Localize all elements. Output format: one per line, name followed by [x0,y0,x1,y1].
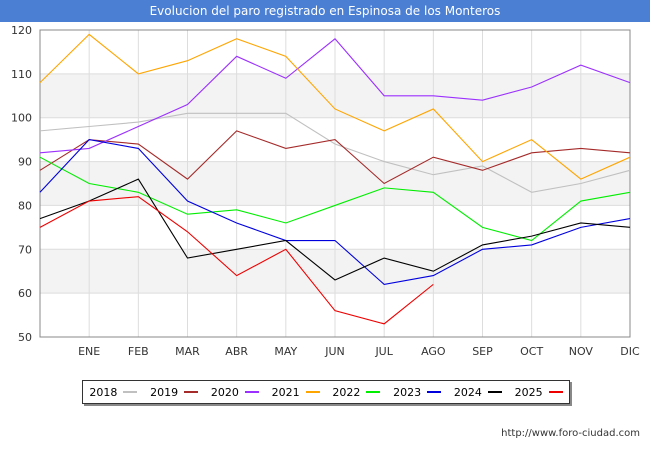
x-tick-label: MAY [274,345,297,358]
x-tick-label: ABR [225,345,248,358]
legend-item-2024: 2024 [454,386,502,399]
legend-item-2023: 2023 [393,385,442,399]
x-tick-label: SEP [472,345,493,358]
series-line-2019 [39,130,631,185]
legend-label: 2018 [89,385,118,399]
legend-swatch [244,391,259,393]
legend-swatch [427,391,442,393]
legend-item-2022: 2022 [332,385,381,399]
y-tick-label: 100 [11,112,32,125]
series-line-2024 [39,178,631,281]
x-tick-label: FEB [128,345,149,358]
y-tick-label: 80 [18,199,32,212]
y-tick-label: 70 [18,243,32,256]
legend-swatch [548,391,563,393]
x-tick-label: JUN [324,345,345,358]
legend-label: 2022 [332,385,361,399]
legend-item-2020: 2020 [211,386,259,399]
series-lines [39,33,631,325]
legend-label: 2019 [150,385,179,399]
y-tick-label: 60 [18,287,32,300]
legend-swatch [184,391,199,393]
series-line-2018 [39,112,631,193]
legend-swatch [305,391,320,393]
y-tick-label: 90 [18,156,32,169]
legend-swatch [487,391,502,393]
y-axis: 50 60 70 80 90 100 110 120 [11,24,32,344]
legend-swatch [123,391,138,393]
legend-item-2019: 2019 [150,385,199,399]
x-axis: ENE FEB MAR ABR MAY JUN JUL AGO SEP OCT NOV DIC [78,345,640,358]
series-line-2020 [39,38,631,154]
legend-label: 2023 [393,385,422,399]
series-line-2022 [39,156,631,242]
series-line-2021 [39,33,631,180]
x-tick-label: MAR [175,345,200,358]
y-tick-label: 110 [11,68,32,81]
plot-border [39,29,631,338]
legend-label: 2024 [453,385,482,399]
legend: 2018 2019 2020 2021 2022 2023 2024 2025 [82,380,570,404]
legend-label: 2021 [271,385,300,399]
x-tick-label: DIC [620,345,640,358]
x-tick-label: OCT [520,345,543,358]
series-line-2025 [39,196,434,325]
source-credit: http://www.foro-ciudad.com [501,428,640,439]
legend-item-2018: 2018 [89,385,138,399]
line-chart: 50 60 70 80 90 100 110 120 ENE FEB MAR ABR MAY JUN JU… [11,24,640,358]
x-tick-label: NOV [569,345,594,358]
chart-title: Evolucion del paro registrado en Espinos… [0,0,650,22]
legend-label: 2020 [210,385,239,399]
y-tick-label: 120 [11,24,32,37]
legend-label: 2025 [514,385,543,399]
x-tick-label: ENE [78,345,100,358]
grid-lines [39,29,631,338]
x-tick-label: JUL [374,345,393,358]
legend-item-2025: 2025 [515,386,563,399]
y-tick-label: 50 [18,331,32,344]
legend-swatch [366,391,381,393]
x-tick-label: AGO [421,345,446,358]
series-line-2023 [39,139,631,285]
legend-item-2021: 2021 [272,386,320,399]
